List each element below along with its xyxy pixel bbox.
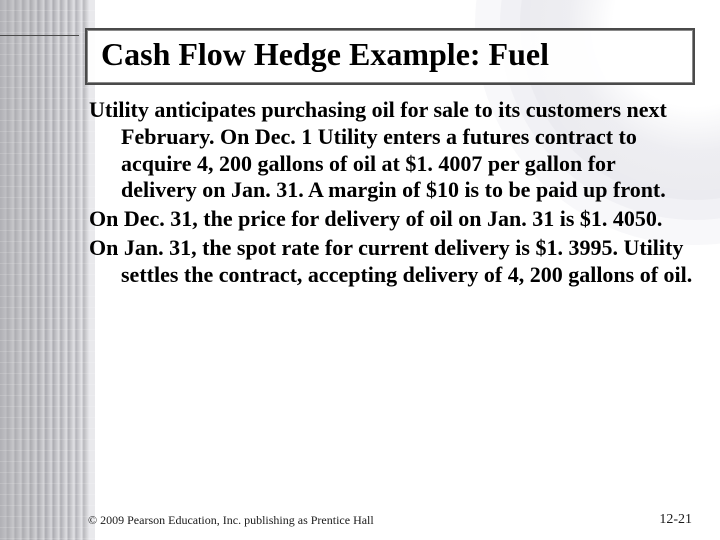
slide-footer: © 2009 Pearson Education, Inc. publishin… — [88, 512, 692, 528]
copyright-text: © 2009 Pearson Education, Inc. publishin… — [88, 513, 374, 528]
background-building-graphic — [0, 0, 95, 540]
slide-title: Cash Flow Hedge Example: Fuel — [101, 36, 679, 73]
slide-content: Cash Flow Hedge Example: Fuel Utility an… — [85, 28, 695, 520]
slide-body: Utility anticipates purchasing oil for s… — [85, 97, 695, 289]
body-paragraph: On Jan. 31, the spot rate for current de… — [89, 235, 693, 289]
page-number: 12-21 — [659, 512, 692, 528]
body-paragraph: On Dec. 31, the price for delivery of oi… — [89, 206, 693, 233]
title-box: Cash Flow Hedge Example: Fuel — [85, 28, 695, 85]
body-paragraph: Utility anticipates purchasing oil for s… — [89, 97, 693, 204]
title-divider-line — [0, 35, 79, 36]
